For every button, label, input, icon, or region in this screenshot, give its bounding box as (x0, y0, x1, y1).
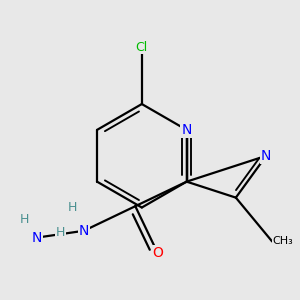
Text: N: N (32, 231, 43, 244)
Text: N: N (261, 149, 272, 163)
Text: Cl: Cl (136, 40, 148, 54)
Text: H: H (68, 201, 77, 214)
Text: N: N (182, 123, 192, 137)
Text: H: H (20, 213, 29, 226)
Text: N: N (79, 224, 89, 238)
Text: CH₃: CH₃ (272, 236, 293, 247)
Text: O: O (152, 246, 163, 260)
Text: H: H (56, 226, 65, 239)
